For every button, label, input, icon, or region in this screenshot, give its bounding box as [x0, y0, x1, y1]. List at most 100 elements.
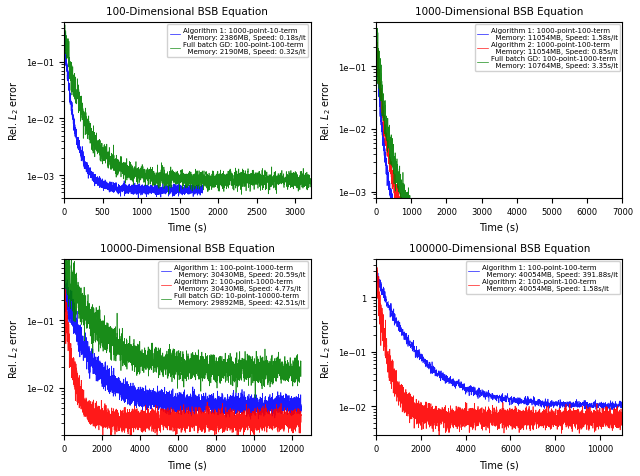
Algorithm 2: 100-point-100-term
  Memory: 40054MB, Speed: 1.58s/it: (13.2, 3.85): 100-point-100-term Memory: 40054MB, Spee…: [372, 263, 380, 269]
Full batch GD: 100-point-1000-term
  Memory: 10764MB, Speed: 3.35s/it: (5.23e+03, 0.000277): 100-point-1000-term Memory: 10764MB, Spe…: [556, 224, 564, 230]
Algorithm 1: 100-point-100-term
  Memory: 40054MB, Speed: 391.88s/it: (1.07e+04, 0.0104): 100-point-100-term Memory: 40054MB, Spee…: [612, 403, 620, 408]
Algorithm 2: 100-point-1000-term
  Memory: 30430MB, Speed: 4.77s/it: (1.25e+04, 0.00386): 100-point-1000-term Memory: 30430MB, Spe…: [297, 413, 305, 418]
Line: Full batch GD: 10-point-10000-term
  Memory: 29892MB, Speed: 42.51s/it: Full batch GD: 10-point-10000-term Memor…: [64, 238, 301, 398]
Algorithm 1: 100-point-100-term
  Memory: 40054MB, Speed: 391.88s/it: (5.35e+03, 0.0158): 100-point-100-term Memory: 40054MB, Spee…: [492, 393, 500, 398]
Algorithm 2: 100-point-100-term
  Memory: 40054MB, Speed: 1.58s/it: (8.21e+03, 0.00704): 100-point-100-term Memory: 40054MB, Spee…: [556, 412, 564, 417]
Full batch GD: 100-point-100-term
  Memory: 2190MB, Speed: 0.32s/it: (3.14e+03, 0.000948): 100-point-100-term Memory: 2190MB, Speed…: [302, 174, 310, 180]
Algorithm 2: 100-point-1000-term
  Memory: 30430MB, Speed: 4.77s/it: (4.78e+03, 0.00339): 100-point-1000-term Memory: 30430MB, Spe…: [151, 416, 159, 422]
Title: 1000-Dimensional BSB Equation: 1000-Dimensional BSB Equation: [415, 7, 584, 17]
Algorithm 1: 1000-point-100-term
  Memory: 11054MB, Speed: 1.58s/it: (555, 0.000443): 1000-point-100-term Memory: 11054MB, Spe…: [392, 211, 399, 217]
Algorithm 1: 100-point-100-term
  Memory: 40054MB, Speed: 391.88s/it: (11, 3.52): 100-point-100-term Memory: 40054MB, Spee…: [372, 265, 380, 271]
Algorithm 2: 1000-point-100-term
  Memory: 11054MB, Speed: 0.85s/it: (5.76e+03, 0.000185): 1000-point-100-term Memory: 11054MB, Spe…: [575, 235, 582, 241]
Full batch GD: 10-point-10000-term
  Memory: 29892MB, Speed: 42.51s/it: (0, 1.23): 10-point-10000-term Memory: 29892MB, Spe…: [60, 245, 68, 250]
Algorithm 1: 100-point-100-term
  Memory: 40054MB, Speed: 391.88s/it: (1.03e+04, 0.00855): 100-point-100-term Memory: 40054MB, Spee…: [604, 407, 611, 413]
Line: Algorithm 2: 1000-point-100-term
  Memory: 11054MB, Speed: 0.85s/it: Algorithm 2: 1000-point-100-term Memory:…: [376, 17, 623, 252]
Full batch GD: 100-point-1000-term
  Memory: 10764MB, Speed: 3.35s/it: (4.55e+03, 0.000207): 100-point-1000-term Memory: 10764MB, Spe…: [532, 232, 540, 238]
Title: 100-Dimensional BSB Equation: 100-Dimensional BSB Equation: [106, 7, 268, 17]
Algorithm 1: 100-point-100-term
  Memory: 40054MB, Speed: 391.88s/it: (1.1e+04, 0.0115): 100-point-100-term Memory: 40054MB, Spee…: [619, 400, 627, 406]
Algorithm 2: 100-point-100-term
  Memory: 40054MB, Speed: 1.58s/it: (0, 3.34): 100-point-100-term Memory: 40054MB, Spee…: [372, 267, 380, 272]
X-axis label: Time (s): Time (s): [168, 222, 207, 232]
Algorithm 1: 1000-point-100-term
  Memory: 11054MB, Speed: 1.58s/it: (1.23e+03, 0.000153): 1000-point-100-term Memory: 11054MB, Spe…: [415, 240, 423, 246]
Full batch GD: 10-point-10000-term
  Memory: 29892MB, Speed: 42.51s/it: (4.8e+03, 0.0184): 10-point-10000-term Memory: 29892MB, Spe…: [151, 367, 159, 373]
X-axis label: Time (s): Time (s): [479, 222, 519, 232]
Line: Full batch GD: 100-point-100-term
  Memory: 2190MB, Speed: 0.32s/it: Full batch GD: 100-point-100-term Memory…: [64, 26, 310, 195]
Algorithm 1: 1000-point-10-term
  Memory: 2386MB, Speed: 0.18s/it: (206, 0.0032): 1000-point-10-term Memory: 2386MB, Speed…: [76, 144, 84, 150]
Algorithm 2: 100-point-1000-term
  Memory: 30430MB, Speed: 4.77s/it: (7.5e+03, 0.00347): 100-point-1000-term Memory: 30430MB, Spe…: [202, 416, 210, 422]
Algorithm 2: 1000-point-100-term
  Memory: 11054MB, Speed: 0.85s/it: (1.27e+03, 0.000204): 1000-point-100-term Memory: 11054MB, Spe…: [417, 233, 425, 238]
Line: Algorithm 2: 100-point-100-term
  Memory: 40054MB, Speed: 1.58s/it: Algorithm 2: 100-point-100-term Memory: …: [376, 266, 623, 437]
Full batch GD: 10-point-10000-term
  Memory: 29892MB, Speed: 42.51s/it: (5.34e+03, 0.0298): 10-point-10000-term Memory: 29892MB, Spe…: [161, 353, 169, 359]
Title: 10000-Dimensional BSB Equation: 10000-Dimensional BSB Equation: [100, 244, 275, 254]
Algorithm 2: 100-point-100-term
  Memory: 40054MB, Speed: 1.58s/it: (4.21e+03, 0.00632): 100-point-100-term Memory: 40054MB, Spee…: [467, 415, 474, 420]
Line: Full batch GD: 100-point-1000-term
  Memory: 10764MB, Speed: 3.35s/it: Full batch GD: 100-point-1000-term Memor…: [376, 20, 623, 253]
Algorithm 1: 100-point-100-term
  Memory: 40054MB, Speed: 391.88s/it: (5.06e+03, 0.0164): 100-point-100-term Memory: 40054MB, Spee…: [486, 392, 493, 397]
Algorithm 1: 1000-point-100-term
  Memory: 11054MB, Speed: 1.58s/it: (3.14e+03, 0.00011): 1000-point-100-term Memory: 11054MB, Spe…: [483, 249, 490, 255]
Line: Algorithm 1: 100-point-1000-term
  Memory: 30430MB, Speed: 20.59s/it: Algorithm 1: 100-point-1000-term Memory:…: [64, 267, 301, 419]
Algorithm 2: 100-point-100-term
  Memory: 40054MB, Speed: 1.58s/it: (9.05e+03, 0.00654): 100-point-100-term Memory: 40054MB, Spee…: [575, 414, 582, 419]
Algorithm 2: 100-point-1000-term
  Memory: 30430MB, Speed: 4.77s/it: (8.13e+03, 0.00363): 100-point-1000-term Memory: 30430MB, Spe…: [214, 415, 222, 420]
Full batch GD: 100-point-1000-term
  Memory: 10764MB, Speed: 3.35s/it: (5.76e+03, 0.000183): 100-point-1000-term Memory: 10764MB, Spe…: [575, 236, 582, 241]
Algorithm 2: 1000-point-100-term
  Memory: 11054MB, Speed: 0.85s/it: (5.22e+03, 0.000179): 1000-point-100-term Memory: 11054MB, Spe…: [556, 236, 564, 242]
Algorithm 2: 1000-point-100-term
  Memory: 11054MB, Speed: 0.85s/it: (7e+03, 0.000212): 1000-point-100-term Memory: 11054MB, Spe…: [619, 231, 627, 237]
Full batch GD: 100-point-1000-term
  Memory: 10764MB, Speed: 3.35s/it: (4.65e+03, 0.000108): 100-point-1000-term Memory: 10764MB, Spe…: [536, 250, 544, 256]
Algorithm 1: 100-point-1000-term
  Memory: 30430MB, Speed: 20.59s/it: (0, 0.453): 100-point-1000-term Memory: 30430MB, Spe…: [60, 274, 68, 279]
Algorithm 1: 1000-point-100-term
  Memory: 11054MB, Speed: 1.58s/it: (2.79e+03, 0.000112): 1000-point-100-term Memory: 11054MB, Spe…: [470, 249, 478, 255]
Algorithm 2: 1000-point-100-term
  Memory: 11054MB, Speed: 0.85s/it: (4.55e+03, 0.00019): 1000-point-100-term Memory: 11054MB, Spe…: [532, 235, 540, 240]
Algorithm 2: 1000-point-100-term
  Memory: 11054MB, Speed: 0.85s/it: (0, 0.634): 1000-point-100-term Memory: 11054MB, Spe…: [372, 14, 380, 20]
Full batch GD: 100-point-1000-term
  Memory: 10764MB, Speed: 3.35s/it: (4.2, 0.554): 100-point-1000-term Memory: 10764MB, Spe…: [372, 18, 380, 23]
Legend: Algorithm 1: 1000-point-10-term
  Memory: 2386MB, Speed: 0.18s/it, Full batch GD: Algorithm 1: 1000-point-10-term Memory: …: [167, 25, 308, 58]
Algorithm 1: 100-point-1000-term
  Memory: 30430MB, Speed: 20.59s/it: (9.33e+03, 0.00837): 100-point-1000-term Memory: 30430MB, Spe…: [237, 390, 245, 396]
Algorithm 2: 100-point-100-term
  Memory: 40054MB, Speed: 1.58s/it: (2.81e+03, 0.00274): 100-point-100-term Memory: 40054MB, Spee…: [435, 434, 443, 440]
Algorithm 1: 1000-point-10-term
  Memory: 2386MB, Speed: 0.18s/it: (1.77e+03, 0.000442): 1000-point-10-term Memory: 2386MB, Speed…: [196, 193, 204, 198]
Algorithm 1: 1000-point-10-term
  Memory: 2386MB, Speed: 0.18s/it: (962, 0.000396): 1000-point-10-term Memory: 2386MB, Speed…: [134, 196, 142, 201]
Algorithm 1: 100-point-100-term
  Memory: 40054MB, Speed: 391.88s/it: (1.07e+04, 0.0115): 100-point-100-term Memory: 40054MB, Spee…: [612, 400, 620, 406]
Line: Algorithm 1: 1000-point-10-term
  Memory: 2386MB, Speed: 0.18s/it: Algorithm 1: 1000-point-10-term Memory: …: [64, 29, 203, 198]
Algorithm 2: 1000-point-100-term
  Memory: 11054MB, Speed: 0.85s/it: (6.16e+03, 0.000112): 1000-point-100-term Memory: 11054MB, Spe…: [589, 249, 597, 255]
Algorithm 1: 100-point-1000-term
  Memory: 30430MB, Speed: 20.59s/it: (1.03e+04, 0.00497): 100-point-1000-term Memory: 30430MB, Spe…: [255, 406, 263, 411]
Full batch GD: 100-point-100-term
  Memory: 2190MB, Speed: 0.32s/it: (556, 0.00232): 100-point-100-term Memory: 2190MB, Speed…: [103, 152, 111, 158]
Algorithm 1: 1000-point-10-term
  Memory: 2386MB, Speed: 0.18s/it: (313, 0.000878): 1000-point-10-term Memory: 2386MB, Speed…: [84, 176, 92, 182]
Full batch GD: 100-point-100-term
  Memory: 2190MB, Speed: 0.32s/it: (1.23e+03, 0.000755): 100-point-100-term Memory: 2190MB, Speed…: [155, 180, 163, 186]
Algorithm 2: 100-point-100-term
  Memory: 40054MB, Speed: 1.58s/it: (6.6e+03, 0.00489): 100-point-100-term Memory: 40054MB, Spee…: [520, 420, 528, 426]
Algorithm 1: 100-point-100-term
  Memory: 40054MB, Speed: 391.88s/it: (8.67e+03, 0.00949): 100-point-100-term Memory: 40054MB, Spee…: [566, 405, 574, 410]
Line: Algorithm 1: 100-point-100-term
  Memory: 40054MB, Speed: 391.88s/it: Algorithm 1: 100-point-100-term Memory: …: [376, 268, 623, 410]
Algorithm 2: 100-point-100-term
  Memory: 40054MB, Speed: 1.58s/it: (2e+03, 0.00969): 100-point-100-term Memory: 40054MB, Spee…: [417, 404, 425, 410]
Algorithm 2: 100-point-1000-term
  Memory: 30430MB, Speed: 4.77s/it: (2.27e+03, 0.00341): 100-point-1000-term Memory: 30430MB, Spe…: [104, 416, 111, 422]
Y-axis label: Rel. $L_2$ error: Rel. $L_2$ error: [7, 317, 21, 378]
Full batch GD: 100-point-1000-term
  Memory: 10764MB, Speed: 3.35s/it: (4.2e+03, 0.000194): 100-point-1000-term Memory: 10764MB, Spe…: [520, 234, 528, 239]
Full batch GD: 100-point-100-term
  Memory: 2190MB, Speed: 0.32s/it: (3.2e+03, 0.000809): 100-point-100-term Memory: 2190MB, Speed…: [307, 178, 314, 184]
Algorithm 1: 1000-point-100-term
  Memory: 11054MB, Speed: 1.58s/it: (1.37e+03, 0.000147): 1000-point-100-term Memory: 11054MB, Spe…: [420, 241, 428, 247]
Algorithm 1: 1000-point-10-term
  Memory: 2386MB, Speed: 0.18s/it: (0, 0.308): 1000-point-10-term Memory: 2386MB, Speed…: [60, 32, 68, 38]
Algorithm 2: 100-point-1000-term
  Memory: 30430MB, Speed: 4.77s/it: (9.33e+03, 0.00392): 100-point-1000-term Memory: 30430MB, Spe…: [237, 412, 245, 418]
Full batch GD: 100-point-100-term
  Memory: 2190MB, Speed: 0.32s/it: (1.37e+03, 0.000706): 100-point-100-term Memory: 2190MB, Speed…: [166, 181, 173, 187]
Algorithm 1: 1000-point-10-term
  Memory: 2386MB, Speed: 0.18s/it: (1.8e+03, 0.000669): 1000-point-10-term Memory: 2386MB, Speed…: [199, 183, 207, 188]
Algorithm 2: 100-point-1000-term
  Memory: 30430MB, Speed: 4.77s/it: (2.5, 0.357): 100-point-1000-term Memory: 30430MB, Spe…: [60, 280, 68, 286]
Full batch GD: 100-point-100-term
  Memory: 2190MB, Speed: 0.32s/it: (2.3e+03, 0.000458): 100-point-100-term Memory: 2190MB, Speed…: [237, 192, 245, 198]
Algorithm 1: 1000-point-100-term
  Memory: 11054MB, Speed: 1.58s/it: (0, 0.345): 1000-point-100-term Memory: 11054MB, Spe…: [372, 30, 380, 36]
Y-axis label: Rel. $L_2$ error: Rel. $L_2$ error: [7, 80, 20, 141]
Full batch GD: 100-point-1000-term
  Memory: 10764MB, Speed: 3.35s/it: (0, 0.284): 100-point-1000-term Memory: 10764MB, Spe…: [372, 36, 380, 41]
Algorithm 2: 100-point-1000-term
  Memory: 30430MB, Speed: 4.77s/it: (9.83e+03, 0.00174): 100-point-1000-term Memory: 30430MB, Spe…: [246, 436, 254, 442]
Algorithm 1: 100-point-100-term
  Memory: 40054MB, Speed: 391.88s/it: (0, 2.24): 100-point-100-term Memory: 40054MB, Spee…: [372, 276, 380, 282]
Algorithm 1: 1000-point-100-term
  Memory: 11054MB, Speed: 1.58s/it: (365, 0.00146): 1000-point-100-term Memory: 11054MB, Spe…: [385, 179, 393, 185]
Legend: Algorithm 1: 100-point-1000-term
  Memory: 30430MB, Speed: 20.59s/it, Algorithm : Algorithm 1: 100-point-1000-term Memory:…: [158, 262, 308, 308]
Full batch GD: 100-point-1000-term
  Memory: 10764MB, Speed: 3.35s/it: (2.68e+03, 0.000258): 100-point-1000-term Memory: 10764MB, Spe…: [467, 226, 474, 232]
Full batch GD: 10-point-10000-term
  Memory: 29892MB, Speed: 42.51s/it: (2.17e+03, 0.0434): 10-point-10000-term Memory: 29892MB, Spe…: [102, 342, 109, 348]
Full batch GD: 10-point-10000-term
  Memory: 29892MB, Speed: 42.51s/it: (1.25e+04, 0.0246): 10-point-10000-term Memory: 29892MB, Spe…: [297, 359, 305, 365]
Algorithm 1: 1000-point-10-term
  Memory: 2386MB, Speed: 0.18s/it: (1.57e+03, 0.000499): 1000-point-10-term Memory: 2386MB, Speed…: [181, 190, 189, 196]
Full batch GD: 10-point-10000-term
  Memory: 29892MB, Speed: 42.51s/it: (45.8, 1.71): 10-point-10000-term Memory: 29892MB, Spe…: [61, 235, 69, 240]
Algorithm 2: 100-point-1000-term
  Memory: 30430MB, Speed: 4.77s/it: (1.03e+04, 0.00384): 100-point-1000-term Memory: 30430MB, Spe…: [255, 413, 263, 419]
Algorithm 2: 100-point-100-term
  Memory: 40054MB, Speed: 1.58s/it: (1.1e+04, 0.00585): 100-point-100-term Memory: 40054MB, Spee…: [619, 416, 627, 422]
Full batch GD: 10-point-10000-term
  Memory: 29892MB, Speed: 42.51s/it: (1.23e+04, 0.0182): 10-point-10000-term Memory: 29892MB, Spe…: [292, 367, 300, 373]
Algorithm 1: 1000-point-10-term
  Memory: 2386MB, Speed: 0.18s/it: (769, 0.000578): 1000-point-10-term Memory: 2386MB, Speed…: [120, 186, 127, 192]
Full batch GD: 100-point-100-term
  Memory: 2190MB, Speed: 0.32s/it: (366, 0.00387): 100-point-100-term Memory: 2190MB, Speed…: [88, 139, 96, 145]
Legend: Algorithm 1: 100-point-100-term
  Memory: 40054MB, Speed: 391.88s/it, Algorithm : Algorithm 1: 100-point-100-term Memory: …: [466, 262, 620, 295]
Full batch GD: 100-point-100-term
  Memory: 2190MB, Speed: 0.32s/it: (9.6, 0.452): 100-point-100-term Memory: 2190MB, Speed…: [61, 23, 68, 29]
Algorithm 1: 1000-point-100-term
  Memory: 11054MB, Speed: 1.58s/it: (2.96e+03, 9.63e-05): 1000-point-100-term Memory: 11054MB, Spe…: [476, 253, 484, 258]
Algorithm 1: 1000-point-100-term
  Memory: 11054MB, Speed: 1.58s/it: (3.2e+03, 0.000123): 1000-point-100-term Memory: 11054MB, Spe…: [485, 246, 493, 252]
Full batch GD: 100-point-1000-term
  Memory: 10764MB, Speed: 3.35s/it: (1.27e+03, 0.000215): 100-point-1000-term Memory: 10764MB, Spe…: [417, 231, 425, 237]
X-axis label: Time (s): Time (s): [479, 459, 519, 469]
Y-axis label: Rel. $L_2$ error: Rel. $L_2$ error: [319, 317, 333, 378]
Legend: Algorithm 1: 1000-point-100-term
  Memory: 11054MB, Speed: 1.58s/it, Algorithm 2: Algorithm 1: 1000-point-100-term Memory:…: [474, 25, 620, 72]
Line: Algorithm 2: 100-point-1000-term
  Memory: 30430MB, Speed: 4.77s/it: Algorithm 2: 100-point-1000-term Memory:…: [64, 283, 301, 439]
